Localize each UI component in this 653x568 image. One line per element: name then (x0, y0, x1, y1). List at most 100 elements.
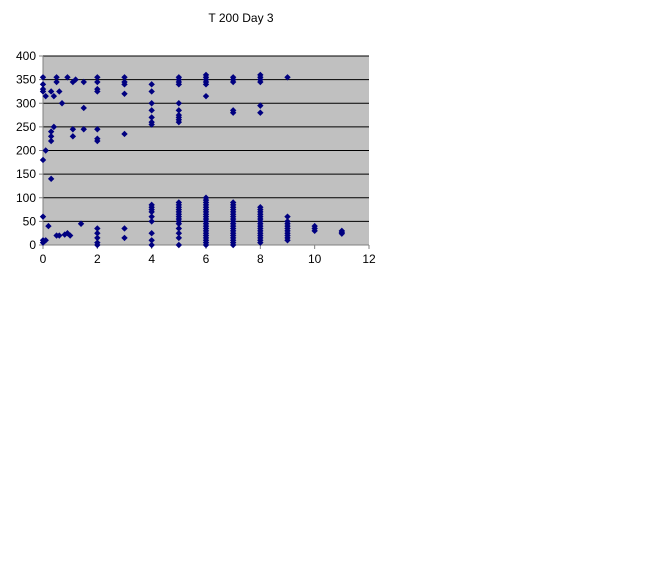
data-point (229, 78, 237, 86)
data-point (39, 156, 47, 164)
data-point (94, 234, 101, 242)
data-point (175, 229, 183, 237)
y-tick-label: 300 (16, 96, 36, 110)
y-tick-label: 350 (16, 73, 36, 87)
y-tick-label: 150 (16, 167, 36, 181)
y-tick-label: 100 (16, 191, 36, 205)
x-tick-labels: 0 2 4 6 8 10 12 (40, 252, 376, 266)
y-tick-label: 50 (23, 214, 37, 228)
data-point (39, 81, 47, 88)
data-point (175, 118, 183, 126)
data-point (257, 78, 264, 86)
data-point (72, 76, 79, 83)
data-point (39, 213, 47, 220)
data-point (64, 229, 71, 237)
data-point (284, 237, 291, 244)
x-tick-label: 10 (308, 252, 322, 266)
data-point (94, 88, 101, 95)
data-point (53, 78, 60, 86)
data-point (69, 78, 77, 86)
data-point (47, 128, 55, 135)
data-point (42, 147, 49, 154)
data-point (202, 241, 210, 249)
data-point (121, 234, 128, 242)
data-point (94, 126, 101, 133)
data-point (64, 74, 71, 81)
data-point (148, 88, 155, 95)
data-point (80, 126, 87, 133)
data-point (148, 81, 155, 88)
data-point (94, 74, 101, 81)
data-point (148, 114, 155, 121)
data-point (69, 133, 77, 140)
data-point (56, 232, 63, 239)
chart-title: T 200 Day 3 (208, 11, 273, 25)
data-point (121, 81, 128, 88)
data-point (175, 220, 183, 227)
data-point (121, 74, 128, 81)
data-point (257, 102, 264, 109)
data-point (94, 229, 101, 237)
data-point (148, 237, 155, 244)
data-point (66, 232, 74, 239)
data-point (121, 130, 128, 138)
data-point (175, 100, 183, 107)
y-tick-label: 250 (16, 120, 36, 134)
data-point (47, 88, 55, 95)
data-point (229, 241, 237, 249)
data-point (94, 241, 101, 249)
x-tick-label: 4 (148, 252, 155, 266)
data-point (53, 74, 60, 81)
data-points (39, 71, 346, 249)
data-point (148, 121, 155, 128)
x-tick-label: 2 (94, 252, 101, 266)
data-point (229, 109, 237, 116)
data-point (42, 237, 49, 244)
data-point (202, 81, 210, 88)
data-point (257, 109, 264, 116)
data-point (148, 218, 155, 225)
data-point (148, 213, 155, 220)
data-point (50, 123, 58, 131)
data-point (175, 241, 183, 249)
data-point (39, 88, 47, 95)
data-point (148, 229, 155, 237)
data-point (94, 78, 101, 86)
data-point (47, 175, 55, 183)
y-tick-label: 200 (16, 144, 36, 158)
data-point (284, 74, 291, 81)
data-point (39, 74, 47, 81)
data-point (175, 107, 183, 114)
data-point (42, 92, 49, 100)
data-point (47, 133, 55, 140)
data-point (50, 92, 58, 100)
data-point (80, 104, 87, 112)
data-point (311, 227, 318, 235)
data-point (94, 137, 101, 145)
data-point (175, 225, 183, 232)
data-point (121, 225, 128, 232)
data-point (175, 234, 183, 242)
data-point (94, 225, 101, 232)
data-point (47, 137, 55, 145)
data-point (121, 90, 128, 97)
x-tick-label: 8 (257, 252, 264, 266)
data-point (77, 220, 85, 227)
data-point (58, 100, 66, 107)
data-point (56, 88, 63, 95)
data-point (202, 92, 210, 100)
data-point (45, 222, 52, 230)
x-tick-label: 0 (40, 252, 47, 266)
x-tick-label: 12 (362, 252, 376, 266)
x-tick-label: 6 (203, 252, 210, 266)
y-tick-label: 400 (16, 49, 36, 63)
y-tick-label: 0 (29, 238, 36, 252)
y-tick-labels: 0 50 100 150 200 250 300 350 400 (16, 49, 36, 252)
data-point (148, 208, 155, 216)
data-point (338, 230, 346, 237)
data-point (175, 81, 183, 88)
data-point (148, 241, 155, 249)
data-point (148, 107, 155, 114)
